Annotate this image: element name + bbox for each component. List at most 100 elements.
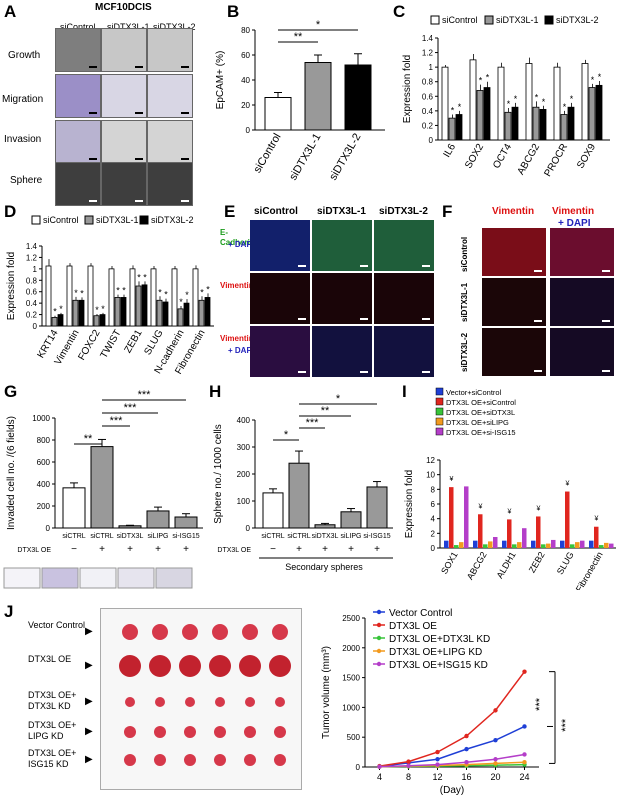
scale-bar [534,320,542,322]
panel-a-col-1: siDTX3L-1 [107,22,150,32]
panel-d-bar [141,284,148,327]
panel-d-sig-mark: * [95,305,99,315]
panel-j-tumor [242,624,258,640]
panel-a-image-cell [55,120,101,164]
panel-d-bar [183,302,190,327]
panel-h-y-tick-label: 300 [237,443,251,452]
panel-i-bar [483,544,488,548]
panel-j-point [522,752,527,757]
panel-c-legend-swatch [430,15,440,25]
panel-g-bar [118,525,142,529]
panel-c-y-tick-label: 1 [429,63,434,72]
panel-f-image-cell [482,278,546,326]
panel-j-y-tick-label: 500 [347,733,361,742]
panel-i-legend-label: DTX3L OE+siControl [446,398,516,407]
panel-g-x-label: siLIPG [147,533,168,540]
panel-b-y-label: EpCAM+ (%) [215,51,226,110]
panel-j-photo-frame [100,608,302,790]
panel-j-tumor [214,726,226,738]
panel-j-row-arrow: ▶ [85,726,93,737]
panel-j-point [464,733,469,739]
panel-c-bar [504,111,512,141]
panel-c-x-label: ABCG2 [516,142,543,177]
panel-i-sig-mark: ¥ [508,508,512,515]
panel-j-chart: 0 500 1000 1500 2000 2500 Tumor volume (mm³) 4 8… [321,608,572,796]
panel-g-chart: 0 200 400 600 800 1000 Invaded cell no. /(6 fi… [3,389,203,589]
panel-c-bar [469,59,477,141]
panel-j-legend-label: DTX3L OE+DTX3L KD [389,634,490,645]
panel-b-y-tick-label: 20 [241,101,250,110]
scale-bar [298,265,306,267]
scale-bar [89,112,97,114]
panel-j-tumor [275,697,285,707]
panel-d-bar [87,265,94,327]
panel-g-invasion-thumbnail [3,567,41,589]
panel-j-y-tick-label: 1500 [342,674,360,683]
panel-e-image-cell [374,326,434,377]
panel-c-x-label: OCT4 [491,142,514,171]
panel-f-label: F [442,202,453,221]
scale-bar [534,370,542,372]
panel-d-legend-swatch [139,215,149,225]
panel-d-bar [51,317,58,327]
panel-c-chart: 0 0.2 0.4 0.6 0.8 1 1.2 1.4 Expression fold siCon… [402,15,610,179]
panel-j-series-line [379,671,526,767]
panel-j-row-label: ISG15 KD [28,759,69,769]
panel-j-sig-mark: *** [534,697,546,711]
panel-f-col-1: Vimentin [552,206,595,217]
panel-j-x-tick-label: 12 [432,772,442,782]
panel-j-legend-marker [376,661,382,667]
panel-d-sig-mark: * [185,290,189,300]
panel-a-image-cell [147,74,193,118]
panel-i-bar [551,539,556,548]
panel-d-x-label: TWIST [99,328,124,360]
panel-c-y-tick-label: 0.6 [422,92,434,101]
panel-j-tumor [244,754,256,766]
panel-h-y-tick-label: 400 [237,416,251,425]
panel-h-x-label: si-ISG15 [363,533,390,540]
panel-d-y-tick-label: 0.6 [26,288,38,297]
panel-j-x-tick-label: 24 [519,772,529,782]
panel-b-chart: 0 20 40 60 80 EpCAM+ (%) siControl siDTX3L-1 siD… [215,19,385,183]
panel-c-y-tick-label: 0.4 [422,107,434,116]
panel-d-bar [198,299,205,327]
panel-d-y-tick-label: 0.8 [26,276,38,285]
panel-d-y-tick-label: 1 [33,265,38,274]
panel-i-x-label: Fibronectin [574,550,605,590]
panel-g-oe-mark: + [155,544,161,555]
panel-h-x-label: siCTRL [287,533,310,540]
panel-d-sig-mark: * [74,288,78,298]
panel-c-bar [525,63,533,141]
scale-bar [89,200,97,202]
panel-a: A MCF10DCIS siControl siDTX3L-1 siDTX3L-… [0,0,200,206]
panel-j-tumor [154,754,166,766]
panel-d-legend-swatch [84,215,94,225]
panel-i-sig-mark: ¥ [595,516,599,523]
panel-d-bar [99,314,106,327]
panel-g-oe-mark: + [99,544,105,555]
panel-c-sig-mark: * [479,76,483,86]
panel-h-bar [314,524,336,529]
panel-j-legend-marker [376,635,382,641]
panel-d-chart: 0 0.2 0.4 0.6 0.8 1 1.2 1.4 Expression fold siCon… [6,215,214,376]
panel-g-oe-mark: − [71,544,77,555]
panel-j-tumor [274,726,286,738]
panel-j-point [493,708,498,713]
panel-b-bar [304,62,332,131]
panel-i-bar [478,514,483,548]
panel-d-bar [162,301,169,327]
panel-i-legend-swatch [435,417,444,426]
scale-bar [360,371,368,373]
panel-i-bar [599,545,604,548]
panel-c-y-tick-label: 1.4 [422,34,434,43]
panel-j-y-tick-label: 0 [356,763,361,772]
panel-j-row-arrow: ▶ [85,626,93,637]
panel-f-col-0: Vimentin [492,206,535,217]
panel-e-row-label-dapi: + DAPI [228,240,255,249]
panel-h-oe-mark: − [270,544,276,555]
panel-a-row-1: Migration [2,94,44,105]
panel-d-label: D [4,202,17,221]
panel-c-bar [539,109,547,141]
panel-j-point [377,764,382,769]
panel-d-y-label: Expression fold [6,252,17,320]
